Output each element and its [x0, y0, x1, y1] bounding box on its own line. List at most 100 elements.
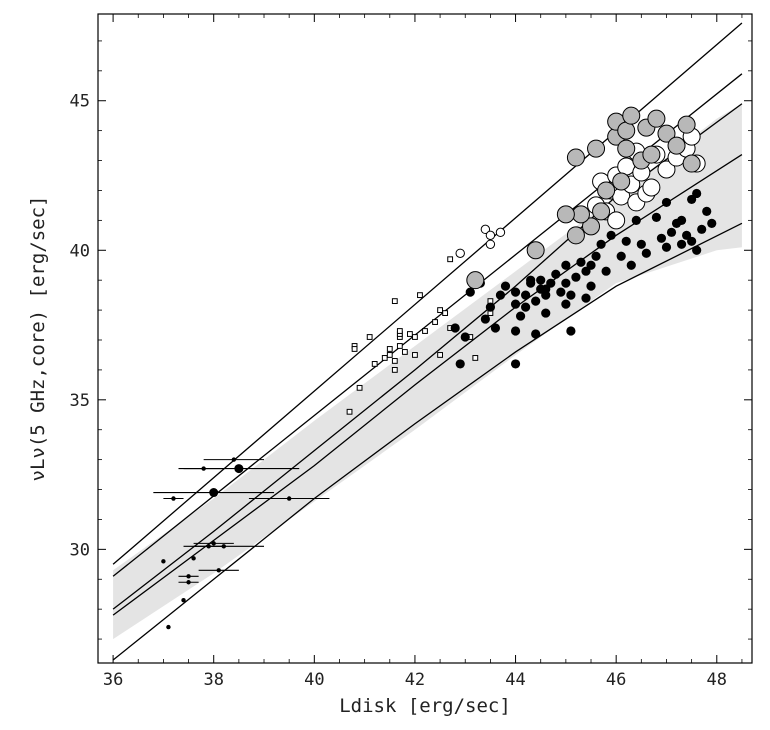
data-point [607, 211, 626, 230]
data-point [510, 287, 521, 297]
data-point [582, 217, 601, 236]
data-point [581, 266, 591, 276]
data-point [407, 331, 413, 337]
x-tick-label: 36 [103, 670, 123, 690]
data-point [566, 226, 585, 245]
data-point [186, 580, 191, 585]
data-point [396, 328, 403, 334]
series-large-gray-circle [466, 106, 701, 290]
data-point [412, 334, 418, 340]
plot-area: 36 38 40 42 44 46 48 30 35 40 45 [70, 13, 753, 690]
data-point [647, 109, 666, 128]
data-point [561, 278, 571, 288]
data-point [621, 236, 631, 246]
data-point [455, 359, 465, 369]
data-point [617, 139, 636, 158]
data-point [521, 302, 531, 312]
data-point [234, 464, 244, 474]
shaded-band [113, 103, 742, 640]
data-point [657, 124, 676, 143]
data-point [651, 212, 662, 222]
data-point [677, 115, 696, 134]
data-point [480, 314, 490, 324]
data-point [510, 299, 521, 309]
data-point [211, 541, 216, 546]
data-point [667, 136, 686, 155]
data-point [636, 239, 646, 249]
data-point [641, 248, 651, 258]
series-filled-circle [450, 188, 717, 369]
data-point [181, 597, 186, 603]
data-point [556, 287, 566, 297]
data-point [216, 568, 221, 573]
data-point [465, 287, 475, 297]
data-point [692, 188, 702, 199]
data-point [556, 205, 575, 224]
y-tick-label: 40 [70, 241, 90, 261]
data-point [656, 233, 667, 243]
data-point [526, 241, 545, 260]
data-point [617, 157, 636, 176]
data-point [616, 251, 626, 261]
y-axis-label: νLν(5 GHz,core) [erg/sec] [27, 196, 49, 482]
model-line-5 [112, 222, 743, 661]
series-open-square [346, 256, 494, 415]
data-point [581, 293, 591, 303]
data-point [466, 271, 485, 290]
data-point [450, 323, 460, 333]
data-point [381, 355, 388, 361]
data-point [561, 299, 571, 309]
data-point [396, 343, 403, 349]
x-tick-label: 48 [707, 670, 727, 690]
x-tick-label: 44 [505, 670, 525, 690]
data-point [510, 326, 521, 336]
data-point [586, 281, 596, 291]
data-point [601, 266, 611, 276]
data-point [391, 358, 398, 364]
x-tick-label: 38 [203, 670, 223, 690]
data-point [485, 230, 496, 241]
data-point [642, 145, 661, 164]
data-point [432, 319, 438, 325]
data-point [626, 260, 636, 270]
data-point [676, 215, 687, 225]
data-point [490, 323, 501, 333]
data-point [437, 352, 443, 358]
data-point [676, 239, 687, 249]
data-point [571, 272, 581, 282]
data-point [702, 206, 712, 216]
data-point [692, 245, 702, 255]
data-point [597, 181, 616, 200]
data-point [391, 367, 398, 373]
x-tick-label: 42 [405, 670, 425, 690]
data-point [495, 290, 506, 300]
data-point [186, 574, 191, 579]
data-point [576, 257, 586, 267]
plot-frame [97, 13, 753, 664]
data-point [231, 457, 237, 462]
data-point [697, 224, 707, 234]
data-point [566, 326, 576, 336]
data-point [500, 281, 511, 291]
model-line-4 [112, 154, 743, 616]
data-point [472, 355, 479, 361]
x-axis-label: Ldisk [erg/sec] [339, 695, 511, 717]
data-point [386, 346, 393, 352]
data-point [171, 496, 176, 501]
model-line-1 [112, 22, 743, 565]
data-point [596, 239, 606, 249]
data-point [526, 275, 536, 285]
series-open-circle [455, 224, 506, 258]
data-point [566, 290, 576, 300]
data-point [515, 311, 526, 321]
data-point [566, 148, 585, 167]
data-point [191, 556, 196, 561]
data-point [351, 346, 358, 352]
data-point [442, 310, 449, 316]
data-point [661, 197, 672, 208]
data-point [551, 269, 561, 279]
data-point [480, 224, 491, 235]
data-point [286, 496, 292, 501]
series-filled-circle-errorbar [153, 464, 300, 498]
